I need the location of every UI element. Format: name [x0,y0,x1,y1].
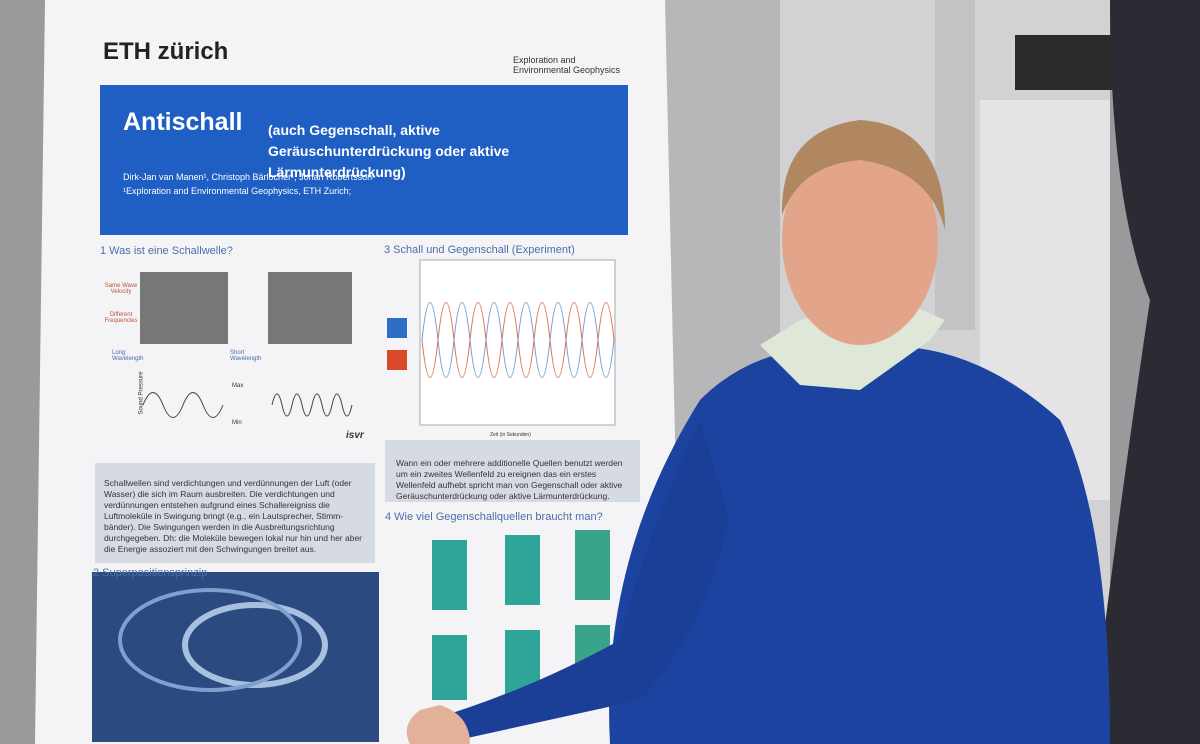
icon [387,318,407,338]
cabinet-edge [935,0,975,330]
hair [781,120,945,230]
section-heading: 1 Was ist eine Schallwelle? [100,245,233,257]
water-photo [92,572,379,742]
section-heading: 4 Wie viel Gegenschallquellen braucht ma… [385,511,603,523]
section-heading: 3 Schall und Gegenschall (Experiment) [384,244,575,256]
figure-label: Different Frequencies [104,312,138,324]
wave [271,393,353,417]
figure-label: isvr [346,430,364,441]
wave [421,302,615,378]
head [782,135,938,345]
ripple [118,588,302,692]
axis-label: Zeit (in Sekunden) [490,432,531,438]
subtitle: (auch Gegenschall, aktive Geräuschunterd… [268,122,510,180]
hand [406,705,470,744]
figure-label: Sound Pressure [138,371,145,415]
sweater [609,346,1110,744]
object [1015,35,1115,90]
authors: Dirk-Jan van Manen¹, Christoph Bärlocher… [123,172,376,182]
icon [387,350,407,370]
figure-label: Short Wavelength [230,350,262,362]
figure-label: Long Wavelength [112,350,144,362]
heatmaps [432,530,610,700]
figure [268,272,352,344]
figure [140,272,228,344]
title: Antischall [123,108,243,136]
wave [142,392,224,418]
figure-label: Same Wave Velocity [104,283,138,295]
section-text: Schallwellen sind verdichtungen und verd… [104,478,363,554]
figure-label: Max [232,383,244,389]
section-heading: 2 Superpositionsprinzip [93,567,208,579]
department: Exploration and Environmental Geophysics [513,55,621,75]
logo: ETH zürich [103,38,229,65]
arm [430,420,730,744]
person-silhouette [1090,0,1200,744]
section-text: Wann ein oder mehrere additionelle Quell… [396,458,623,501]
title-banner [100,85,628,235]
text-box [95,463,375,563]
text-box [385,440,640,502]
affiliation: ¹Exploration and Environmental Geophysic… [123,186,352,196]
figure-label: Min [232,420,242,426]
